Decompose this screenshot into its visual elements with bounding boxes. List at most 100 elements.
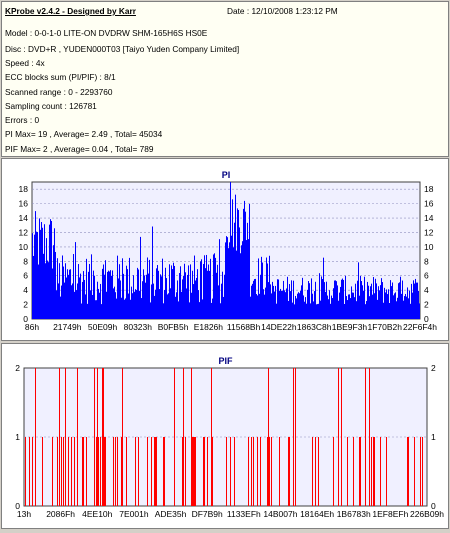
bar (194, 255, 195, 319)
bar (167, 294, 168, 319)
bar (100, 437, 101, 506)
bar (164, 290, 165, 319)
bar (229, 242, 230, 319)
bar (367, 281, 368, 319)
pif-chart: PIF 0 0 1 1 2 2 13h 2086Fh 4EE10h 7E001h ADE35h DF7B… (15, 356, 444, 519)
bar (144, 275, 145, 319)
bar (420, 437, 421, 506)
y-tick-label-right: 8 (424, 256, 429, 266)
bar (290, 291, 291, 319)
bar (137, 267, 138, 319)
x-tick-label: 1BE9F3h (332, 322, 368, 332)
bar (165, 267, 166, 319)
info-errors: Errors : 0 (5, 115, 40, 125)
bar (154, 295, 155, 319)
bar (114, 286, 115, 319)
bar (71, 285, 72, 319)
x-tick-label: 1133EFh (227, 509, 261, 519)
bar (224, 274, 225, 319)
bar (382, 282, 383, 319)
bar (74, 291, 75, 319)
bar (156, 437, 157, 506)
bar (151, 437, 152, 506)
bar (396, 301, 397, 319)
bar (117, 255, 118, 319)
bar (76, 290, 77, 319)
bar (140, 236, 141, 319)
bar (360, 437, 361, 506)
bar (196, 277, 197, 319)
bar (118, 278, 119, 319)
x-tick-label: 7E001h (119, 509, 149, 519)
bar (106, 291, 107, 319)
bar (414, 437, 415, 506)
bar (304, 301, 305, 319)
bar (82, 281, 83, 319)
y-tick-label-right: 16 (424, 199, 434, 209)
bar (341, 279, 342, 319)
bar (66, 277, 67, 319)
bar (48, 262, 49, 319)
bar (338, 368, 339, 506)
bar (368, 285, 369, 319)
info-pi-summary: PI Max= 19 , Average= 2.49 , Total= 4503… (5, 129, 163, 139)
bar (341, 368, 342, 506)
bar (359, 437, 360, 506)
bar (325, 291, 326, 319)
bar (220, 303, 221, 319)
bar (268, 282, 269, 319)
bar (192, 437, 193, 506)
bar (112, 270, 113, 319)
bar (245, 211, 246, 319)
bar (145, 282, 146, 319)
bar (184, 263, 185, 319)
bar (88, 271, 89, 319)
bar (151, 284, 152, 319)
x-tick-label: 86h (25, 322, 39, 332)
bar (25, 437, 26, 506)
x-tick-label: 1EF8EFh (372, 509, 408, 519)
bar (418, 290, 419, 319)
x-tick-label: 18164Eh (300, 509, 334, 519)
bar (99, 292, 100, 319)
bar (254, 279, 255, 319)
bar (107, 271, 108, 319)
bar (181, 291, 182, 319)
bar (269, 255, 270, 319)
bar (318, 303, 319, 319)
bar (376, 283, 377, 319)
bar (293, 280, 294, 319)
bar (124, 299, 125, 319)
bar (303, 295, 304, 319)
bar (68, 274, 69, 319)
bar (342, 278, 343, 319)
bar (68, 437, 69, 506)
bar (191, 292, 192, 319)
bar (253, 280, 254, 319)
bar (58, 283, 59, 319)
bar (154, 437, 155, 506)
bar (388, 289, 389, 319)
info-pif-summary: PIF Max= 2 , Average= 0.04 , Total= 789 (5, 144, 154, 154)
bar (147, 437, 148, 506)
bar (223, 296, 224, 319)
y-tick-label-right: 6 (424, 271, 429, 281)
info-ecc: ECC blocks sum (PI/PIF) : 8/1 (5, 72, 116, 82)
bar (268, 368, 269, 506)
bar (110, 270, 111, 319)
bar (187, 274, 188, 319)
bar (371, 437, 372, 506)
bar (198, 290, 199, 319)
x-tick-label: 1F70B2h (367, 322, 402, 332)
bar (64, 282, 65, 319)
bar (299, 293, 300, 319)
bar (319, 273, 320, 319)
bar (131, 286, 132, 319)
bar (90, 290, 91, 319)
bar (257, 295, 258, 319)
bar (241, 245, 242, 319)
bar (372, 294, 373, 319)
bar (267, 437, 268, 506)
bar (295, 368, 296, 506)
bar (366, 301, 367, 319)
